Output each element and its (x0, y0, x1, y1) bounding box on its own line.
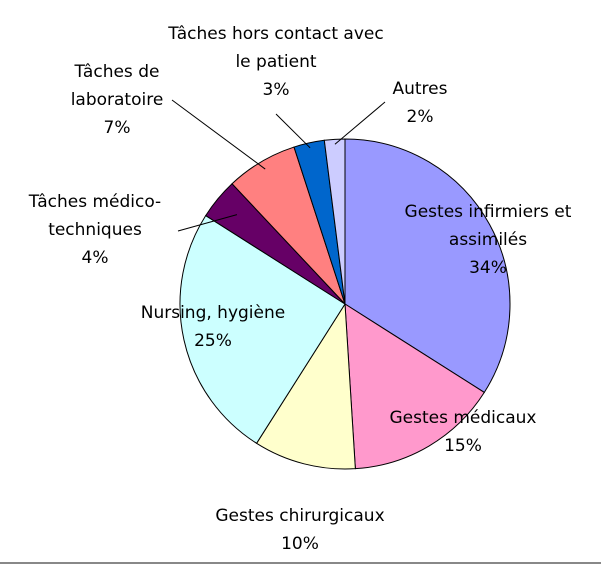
leader-line (275, 113, 311, 149)
value-label: 7% (103, 118, 131, 138)
bottom-border (0, 562, 601, 564)
data-label: Gestes chirurgicaux 10% (180, 502, 420, 558)
value-label: 3% (262, 80, 290, 100)
data-label: Tâches hors contact avec le patient 3% (161, 20, 391, 104)
pie-slice (179, 214, 346, 445)
category-label: Gestes médicaux (389, 408, 537, 428)
value-label: 25% (194, 331, 232, 351)
pie-slice (255, 302, 356, 470)
pie-slice (344, 138, 511, 394)
data-label: Gestes infirmiers et assimilés 34% (373, 198, 601, 282)
data-label: Gestes médicaux 15% (363, 404, 563, 460)
data-label: Tâches de laboratoire 7% (52, 58, 182, 142)
category-label: Gestes infirmiers et assimilés (404, 202, 572, 250)
category-label: Tâches de laboratoire (70, 62, 164, 110)
value-label: 15% (444, 436, 482, 456)
leader-line (177, 214, 238, 232)
category-label: Gestes chirurgicaux (215, 506, 385, 526)
data-label: Nursing, hygiène 25% (113, 299, 313, 355)
data-label: Tâches médico-techniques 4% (5, 188, 185, 272)
pie-slice (323, 138, 346, 305)
value-label: 2% (406, 107, 434, 127)
category-label: Autres (392, 79, 448, 99)
category-label: Tâches médico-techniques (28, 192, 162, 240)
category-label: Nursing, hygiène (140, 303, 286, 323)
value-label: 10% (281, 534, 319, 554)
leader-line (171, 99, 266, 170)
leader-line (334, 101, 386, 145)
pie-slice (344, 303, 486, 470)
category-label: Tâches hors contact avec le patient (168, 24, 384, 72)
value-label: 34% (469, 258, 507, 278)
value-label: 4% (81, 248, 109, 268)
data-label: Autres 2% (370, 75, 470, 131)
